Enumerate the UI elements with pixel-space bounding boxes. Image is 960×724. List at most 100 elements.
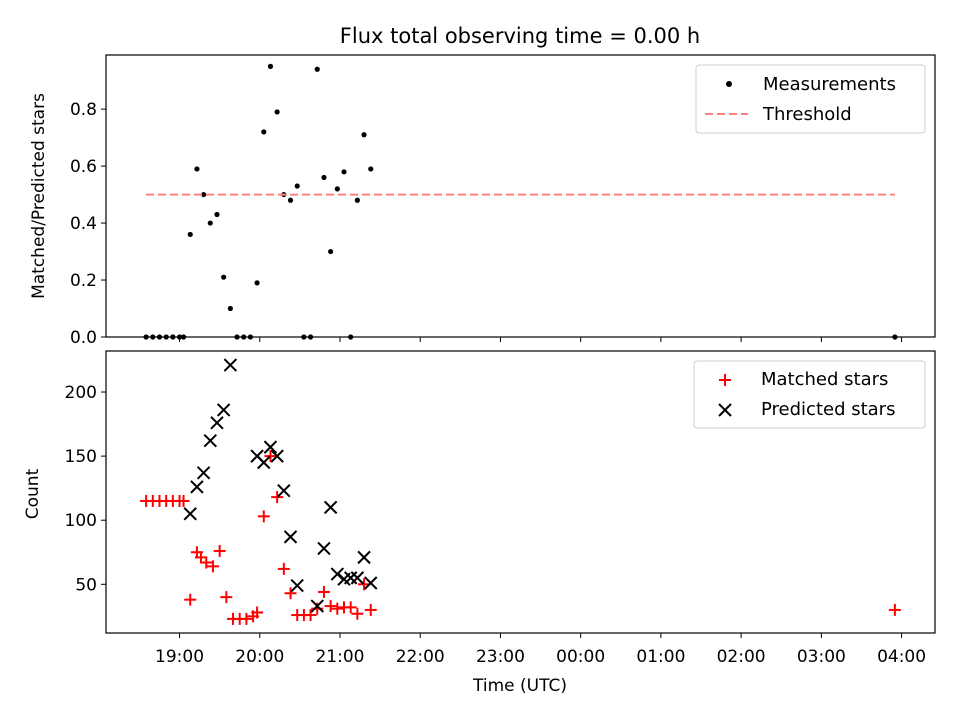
predicted-star-point	[196, 466, 211, 480]
measurement-point	[261, 129, 267, 135]
matched-star-point	[200, 556, 213, 569]
predicted-star-point	[357, 550, 371, 565]
matched-star-point	[240, 612, 253, 625]
ratio-y-axis-label: Matched/Predicted stars	[29, 93, 49, 299]
predicted-star-point	[210, 416, 224, 430]
ratio-ytick-label: 0.2	[70, 271, 97, 291]
measurement-point	[201, 191, 207, 198]
matched-star-point	[317, 585, 330, 598]
count-ytick-label: 100	[65, 511, 97, 531]
count-ytick-label: 200	[65, 383, 97, 403]
predicted-star-point	[290, 578, 304, 593]
xtick-label: 20:00	[235, 647, 284, 667]
xtick-label: 00:00	[556, 647, 605, 667]
matched-star-point	[888, 603, 901, 616]
measurement-point	[314, 66, 320, 72]
measurement-point	[334, 186, 340, 192]
predicted-star-point	[350, 571, 365, 585]
ratio-ytick-label: 0.8	[70, 100, 97, 120]
predicted-star-point	[323, 500, 338, 515]
ratio-legend: Measurements Threshold	[695, 64, 926, 134]
ratio-ytick-label: 0.0	[70, 328, 97, 348]
xtick-label: 03:00	[797, 647, 846, 667]
legend-label-matched: Matched stars	[761, 369, 888, 390]
predicted-star-point	[190, 480, 204, 494]
legend-marker-measurements	[726, 81, 732, 87]
xtick-label: 02:00	[717, 647, 766, 667]
matched-star-point	[206, 560, 219, 573]
measurement-point	[354, 197, 360, 203]
predicted-star-point	[277, 484, 291, 498]
count-legend: Matched stars Predicted stars	[693, 360, 926, 429]
matched-star-point	[257, 510, 270, 523]
measurement-point	[368, 166, 374, 172]
measurement-point	[267, 63, 274, 69]
matched-star-point	[277, 562, 290, 575]
matched-star-point	[177, 494, 190, 507]
predicted-star-point	[223, 358, 238, 372]
xtick-label: 22:00	[396, 647, 445, 667]
matched-star-point	[251, 606, 264, 619]
x-axis-label: Time (UTC)	[472, 676, 567, 696]
legend-marker-predicted	[718, 403, 732, 417]
count-ytick-label: 50	[75, 575, 97, 595]
matched-star-point	[311, 602, 324, 615]
matched-star-point	[304, 609, 317, 622]
predicted-star-point	[330, 567, 345, 581]
xtick-label: 21:00	[315, 647, 364, 667]
xtick-label: 01:00	[636, 647, 685, 667]
measurement-point	[194, 166, 200, 172]
ratio-panel: 0.00.20.40.60.8 Matched/Predicted stars …	[29, 54, 936, 348]
matched-star-point	[194, 551, 207, 564]
matched-star-point	[351, 607, 364, 620]
predicted-star-point	[317, 541, 331, 556]
count-y-axis-label: Count	[23, 468, 43, 519]
measurement-point	[328, 248, 334, 255]
predicted-star-point	[364, 576, 378, 590]
measurement-point	[287, 197, 294, 203]
matched-star-point	[331, 602, 344, 615]
xtick-label: 19:00	[155, 647, 204, 667]
predicted-star-point	[216, 403, 231, 417]
matched-star-point	[271, 491, 284, 504]
predicted-star-point	[310, 599, 324, 613]
ratio-ytick-label: 0.4	[70, 214, 97, 234]
count-plot-frame	[105, 350, 936, 634]
legend-marker-matched	[719, 374, 731, 386]
measurement-point	[214, 211, 220, 218]
legend-label-measurements: Measurements	[763, 74, 896, 95]
figure-title: Flux total observing time = 0.00 h	[340, 24, 700, 48]
count-ytick-label: 150	[65, 447, 97, 467]
predicted-star-point	[263, 440, 278, 454]
ratio-plot-frame	[105, 54, 936, 338]
ratio-legend-box	[695, 64, 926, 134]
matched-star-point	[364, 603, 377, 616]
measurement-point	[361, 132, 367, 138]
predicted-star-point	[270, 449, 284, 463]
measurement-point	[227, 305, 233, 312]
predicted-star-point	[203, 434, 218, 448]
measurement-point	[187, 231, 193, 238]
matched-star-point	[213, 544, 226, 557]
ratio-ytick-label: 0.6	[70, 157, 97, 177]
predicted-star-point	[257, 455, 271, 470]
xtick-label: 23:00	[476, 647, 525, 667]
legend-label-predicted: Predicted stars	[761, 399, 895, 420]
matched-star-point	[184, 593, 197, 606]
measurement-point	[341, 169, 347, 175]
predicted-star-point	[183, 507, 197, 521]
predicted-star-point	[283, 530, 298, 544]
matched-star-point	[324, 600, 337, 613]
count-panel: 50 100 150 200 19:00 20:00 21:00 22:00 23:00 00:…	[23, 350, 936, 696]
measurement-point	[321, 174, 327, 181]
matched-star-point	[264, 450, 277, 463]
measurement-point	[274, 109, 280, 115]
measurement-point	[254, 280, 260, 286]
legend-label-threshold: Threshold	[762, 104, 852, 125]
matched-star-point	[284, 587, 297, 600]
xtick-label: 04:00	[877, 647, 926, 667]
matched-star-point	[220, 591, 233, 604]
measurement-point	[221, 274, 227, 280]
measurement-point	[207, 220, 213, 226]
